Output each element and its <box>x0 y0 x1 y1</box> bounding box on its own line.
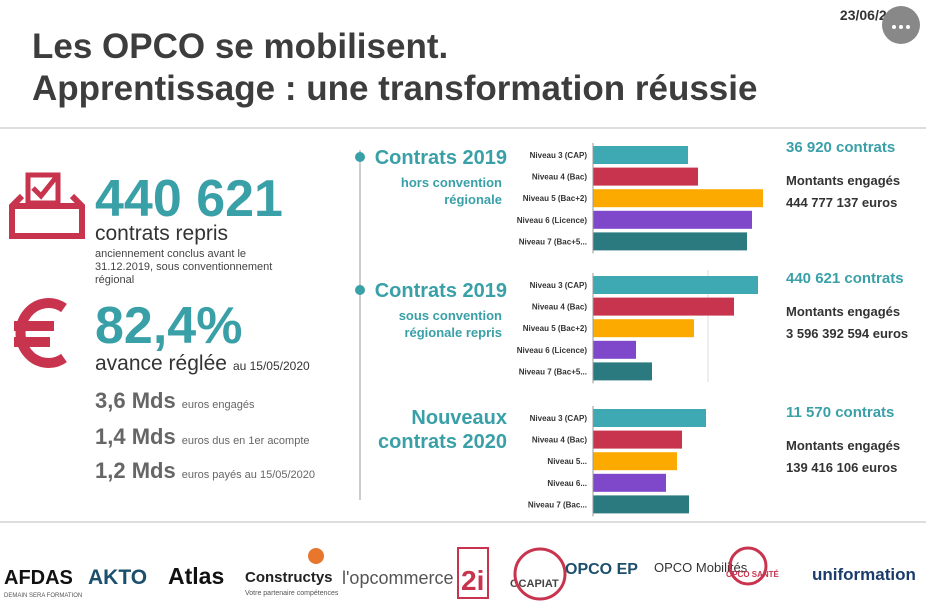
dot <box>892 25 896 29</box>
amount: 1,4 Mds euros dus en 1er acompte <box>95 424 310 449</box>
logo-ring <box>308 548 324 564</box>
ballot-icon <box>9 172 85 239</box>
category-label: Niveau 4 (Bac) <box>532 436 587 445</box>
logo: Atlas <box>168 563 224 589</box>
category-label: Niveau 5 (Bac+2) <box>523 194 588 203</box>
category-label: Niveau 5 (Bac+2) <box>523 324 588 333</box>
amount-label: Montants engagés <box>786 173 900 188</box>
label-main: avance réglée <box>95 352 227 375</box>
category-label: Niveau 3 (CAP) <box>530 281 588 290</box>
label-note: au 15/05/2020 <box>233 359 310 373</box>
chart-title: Contrats 2019 <box>375 147 507 169</box>
bar <box>593 409 706 427</box>
note: anciennement conclus avant le <box>95 248 246 260</box>
logo: uniformation <box>812 565 916 584</box>
chart-title: Nouveaux <box>411 407 507 429</box>
bar <box>593 452 677 471</box>
logo: OCAPIAT <box>510 578 559 590</box>
big-number: 82,4% <box>95 297 242 355</box>
title: Apprentissage : une transformation réuss… <box>32 69 757 108</box>
bar <box>593 189 763 208</box>
logo: DEMAIN SERA FORMATION <box>4 593 82 599</box>
bar <box>593 340 636 359</box>
category-label: Niveau 7 (Bac+5... <box>519 237 587 246</box>
logo-ring <box>728 546 768 586</box>
big-number: 440 621 <box>95 170 283 228</box>
bar <box>593 495 689 514</box>
bar <box>593 232 747 251</box>
amount: 1,2 Mds euros payés au 15/05/2020 <box>95 458 315 483</box>
more-button[interactable] <box>882 6 920 44</box>
logo: Votre partenaire compétences <box>245 590 339 597</box>
category-label: Niveau 7 (Bac... <box>528 500 587 509</box>
chart-title: contrats 2020 <box>378 431 507 453</box>
chart-subtitle: sous convention <box>399 308 502 323</box>
chart-subtitle: hors convention <box>401 175 502 190</box>
logo: l'opcommerce <box>342 568 453 588</box>
note: régional <box>95 274 134 286</box>
amount: 444 777 137 euros <box>786 195 897 210</box>
bar <box>593 210 752 229</box>
category-label: Niveau 6... <box>547 479 587 488</box>
bar <box>593 146 688 164</box>
label: contrats repris <box>95 222 228 245</box>
category-label: Niveau 3 (CAP) <box>530 414 588 423</box>
amount: 3 596 392 594 euros <box>786 326 908 341</box>
bar <box>593 473 666 492</box>
title: Les OPCO se mobilisent. <box>32 27 448 66</box>
category-label: Niveau 6 (Licence) <box>517 216 588 225</box>
amount-label: euros engagés <box>182 399 255 411</box>
category-label: Niveau 7 (Bac+5... <box>519 367 587 376</box>
amount-label: euros dus en 1er acompte <box>182 435 310 447</box>
contracts: 440 621 contrats <box>786 270 904 287</box>
chart-title: Contrats 2019 <box>375 280 507 302</box>
label: avance réglée au 15/05/2020 <box>95 352 310 375</box>
amount-label: Montants engagés <box>786 304 900 319</box>
amount: 3,6 Mds euros engagés <box>95 388 255 413</box>
category-label: Niveau 3 (CAP) <box>530 151 588 160</box>
amount-value: 1,4 Mds <box>95 424 176 449</box>
bar <box>593 297 734 316</box>
bar <box>593 430 682 449</box>
bar <box>593 319 694 338</box>
timeline-dot <box>355 285 365 295</box>
amount-value: 3,6 Mds <box>95 388 176 413</box>
amount-value: 1,2 Mds <box>95 458 176 483</box>
logo: OPCO SANTÉ <box>726 570 780 579</box>
timeline-dot <box>355 152 365 162</box>
logo: OPCO Mobilités <box>654 560 748 575</box>
euro-icon <box>14 298 67 368</box>
chart-subtitle: régionale repris <box>404 325 502 340</box>
bar <box>593 167 698 186</box>
amount-label: Montants engagés <box>786 438 900 453</box>
contracts: 36 920 contrats <box>786 139 895 156</box>
dot <box>899 25 903 29</box>
amount-label: euros payés au 15/05/2020 <box>182 469 315 481</box>
logo: OPCO EP <box>565 561 638 578</box>
logo: AFDAS <box>4 567 73 589</box>
category-label: Niveau 4 (Bac) <box>532 303 587 312</box>
bar <box>593 276 758 294</box>
category-label: Niveau 5... <box>547 457 587 466</box>
logo-ring <box>513 547 567 601</box>
category-label: Niveau 6 (Licence) <box>517 346 588 355</box>
dot <box>906 25 910 29</box>
logo: Constructys <box>245 569 333 586</box>
note: 31.12.2019, sous conventionnement <box>95 261 272 273</box>
contracts: 11 570 contrats <box>786 404 894 421</box>
logo: AKTO <box>88 566 147 589</box>
logo-frame <box>457 547 489 599</box>
bar <box>593 362 652 381</box>
chart-subtitle: régionale <box>444 192 502 207</box>
amount: 139 416 106 euros <box>786 460 897 475</box>
logo: 2i <box>461 565 484 596</box>
category-label: Niveau 4 (Bac) <box>532 173 587 182</box>
